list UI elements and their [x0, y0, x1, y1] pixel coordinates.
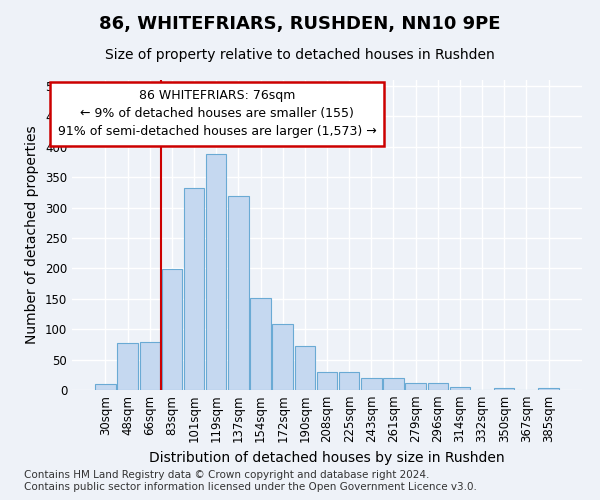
Bar — [428, 382, 448, 390]
Bar — [494, 388, 514, 390]
Bar — [339, 372, 359, 390]
Bar — [450, 387, 470, 390]
Bar — [295, 346, 315, 390]
Bar — [317, 372, 337, 390]
Bar — [95, 384, 116, 390]
Text: 86, WHITEFRIARS, RUSHDEN, NN10 9PE: 86, WHITEFRIARS, RUSHDEN, NN10 9PE — [99, 15, 501, 33]
Bar — [140, 342, 160, 390]
Bar — [406, 382, 426, 390]
Bar — [161, 269, 182, 390]
Bar — [184, 188, 204, 390]
Bar — [118, 342, 138, 390]
Bar — [383, 378, 404, 390]
Bar — [206, 154, 226, 390]
Bar — [228, 196, 248, 390]
Text: Contains HM Land Registry data © Crown copyright and database right 2024.: Contains HM Land Registry data © Crown c… — [24, 470, 430, 480]
Bar — [272, 324, 293, 390]
Bar — [250, 298, 271, 390]
X-axis label: Distribution of detached houses by size in Rushden: Distribution of detached houses by size … — [149, 451, 505, 465]
Bar — [361, 378, 382, 390]
Text: Size of property relative to detached houses in Rushden: Size of property relative to detached ho… — [105, 48, 495, 62]
Text: 86 WHITEFRIARS: 76sqm
← 9% of detached houses are smaller (155)
91% of semi-deta: 86 WHITEFRIARS: 76sqm ← 9% of detached h… — [58, 90, 377, 138]
Bar — [538, 388, 559, 390]
Text: Contains public sector information licensed under the Open Government Licence v3: Contains public sector information licen… — [24, 482, 477, 492]
Y-axis label: Number of detached properties: Number of detached properties — [25, 126, 40, 344]
